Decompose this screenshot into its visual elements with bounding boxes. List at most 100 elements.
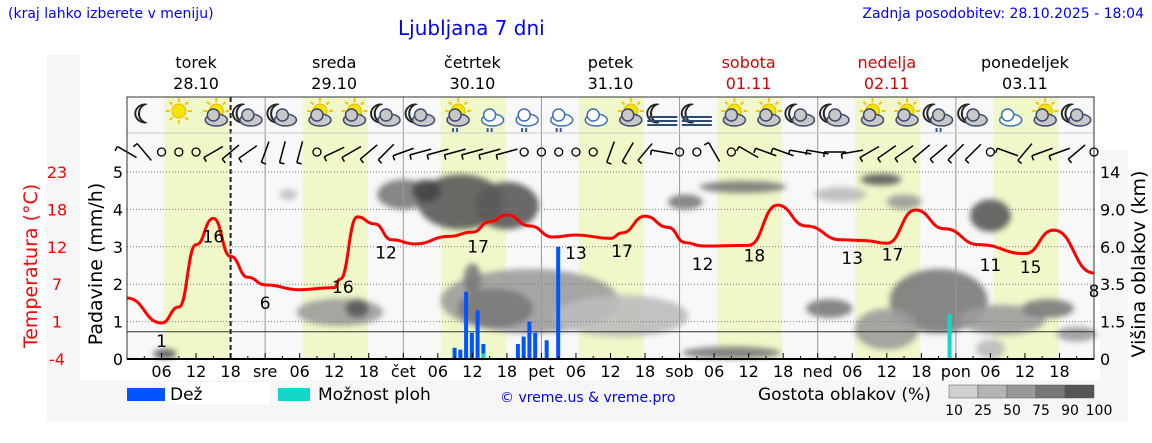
cloud-height-tick-label: 0 xyxy=(1100,350,1110,369)
storm-legend-swatch xyxy=(278,388,310,401)
x-tick-label: 12 xyxy=(1015,362,1035,381)
calm-wind-icon xyxy=(588,147,598,157)
x-tick-label: sob xyxy=(665,362,693,381)
rain-bar xyxy=(481,344,486,359)
temperature-tick-label: 12 xyxy=(47,238,67,257)
temperature-tick-label: -4 xyxy=(49,350,65,369)
cloud-density-blob xyxy=(1056,326,1098,342)
cloud-icon xyxy=(584,108,608,127)
precipitation-tick-label: 1 xyxy=(113,313,123,332)
cloud-density-blob xyxy=(475,181,539,230)
wind-barb-icon xyxy=(495,148,518,160)
cloud-density-scale-segment xyxy=(977,384,1008,399)
rain-bar xyxy=(533,332,538,359)
wind-barb-icon xyxy=(703,141,721,162)
cloud-rain-icon xyxy=(515,108,539,132)
moon-cloud-icon: ☾ xyxy=(368,100,401,131)
x-tick-label: 12 xyxy=(738,362,758,381)
wind-barb-icon xyxy=(359,144,378,164)
wind-barb-icon xyxy=(805,149,829,156)
calm-wind-icon xyxy=(674,147,685,157)
cloud-density-blob xyxy=(153,349,177,360)
wind-barb-icon xyxy=(341,145,362,163)
x-tick-label: 18 xyxy=(220,362,240,381)
calm-wind-icon xyxy=(726,147,737,157)
wind-barb-icon xyxy=(994,147,1019,157)
cloud-density-scale-segment xyxy=(948,384,979,399)
precipitation-tick-label: 3 xyxy=(113,238,123,257)
rain-legend-label: Dež xyxy=(170,385,203,405)
wind-barb-icon xyxy=(859,145,880,163)
cloud-density-tick-label: 25 xyxy=(974,403,992,419)
wind-barb-icon xyxy=(1048,147,1071,161)
daylight-band xyxy=(716,97,783,359)
x-tick-label: 18 xyxy=(635,362,655,381)
temperature-label: 17 xyxy=(611,242,633,262)
wind-barb-icon xyxy=(770,147,794,157)
cloud-density-blob xyxy=(958,304,1046,335)
wind-barb-icon xyxy=(649,149,674,156)
city-selection-hint: (kraj lahko izberete v meniju) xyxy=(8,6,214,22)
cloud-density-blob xyxy=(345,299,369,318)
cloud-density-blob xyxy=(463,263,482,296)
sun-cloud-icon xyxy=(203,98,230,127)
wind-barb-icon xyxy=(929,144,948,164)
cloud-density-scale-segment xyxy=(1006,384,1037,399)
x-tick-label: 06 xyxy=(428,362,448,381)
moon-cloud-icon: ☾ xyxy=(230,100,263,131)
cloud-density-blob xyxy=(667,194,703,210)
temperature-label: 13 xyxy=(565,244,587,264)
cloud-density-blob xyxy=(970,199,1011,232)
wind-barb-icon xyxy=(621,142,634,165)
temperature-label: 13 xyxy=(841,249,863,269)
cloud-density-scale-segment xyxy=(1035,384,1066,399)
rain-bar xyxy=(475,310,480,359)
cloud-density-blob xyxy=(411,179,441,202)
rain-legend-swatch xyxy=(127,388,175,401)
cloud-density-tick-label: 50 xyxy=(1003,403,1021,419)
temperature-axis-panel xyxy=(47,55,80,422)
precipitation-tick-label: 0 xyxy=(113,350,123,369)
moon-fog-icon: ☾ xyxy=(679,100,712,131)
sun-cloud-icon xyxy=(1032,98,1059,127)
x-tick-label: 06 xyxy=(151,362,171,381)
storm-possibility-bar xyxy=(481,353,486,359)
temperature-tick-label: 7 xyxy=(52,275,62,294)
cloud-density-blob xyxy=(555,295,689,337)
x-tick-label: 12 xyxy=(186,362,206,381)
precipitation-tick-label: 4 xyxy=(113,200,123,219)
wind-barb-icon xyxy=(443,148,466,160)
moon-cloud-icon: ☾ xyxy=(955,100,988,131)
day-date: 01.11 xyxy=(726,74,772,93)
calm-wind-icon xyxy=(571,147,581,157)
x-tick-label: čet xyxy=(391,362,416,381)
rain-bar xyxy=(464,291,469,359)
wind-barb-icon xyxy=(964,143,982,164)
day-name: nedelja xyxy=(857,53,916,72)
cloud-height-tick-label: 9.0 xyxy=(1100,200,1125,219)
x-tick-label: 12 xyxy=(600,362,620,381)
wind-barb-icon xyxy=(278,141,286,165)
sun-cloud-rain-icon xyxy=(445,98,472,132)
wind-barb-icon xyxy=(1017,143,1033,165)
wind-barb-icon xyxy=(238,145,258,163)
cloud-density-blob xyxy=(814,186,867,202)
calm-wind-icon xyxy=(692,147,702,157)
x-tick-label: 18 xyxy=(1049,362,1069,381)
wind-barb-icon xyxy=(392,147,414,161)
svg-text:☾: ☾ xyxy=(133,100,156,130)
x-tick-label: 12 xyxy=(462,362,482,381)
wind-barb-icon xyxy=(877,145,897,163)
precipitation-tick-label: 5 xyxy=(113,163,123,182)
day-date: 02.11 xyxy=(864,74,910,93)
cloud-density-tick-label: 90 xyxy=(1061,403,1079,419)
cloud-rain-icon xyxy=(549,108,574,132)
wind-barb-icon xyxy=(478,148,501,160)
wind-barb-icon xyxy=(377,143,395,164)
moon-icon: ☾ xyxy=(132,100,156,131)
moon-cloud-icon: ☾ xyxy=(264,100,298,131)
cloud-density-blob xyxy=(682,346,781,359)
wind-barb-icon xyxy=(637,143,653,165)
rain-bar xyxy=(469,332,474,359)
cloud-height-tick-label: 6.0 xyxy=(1100,238,1125,257)
